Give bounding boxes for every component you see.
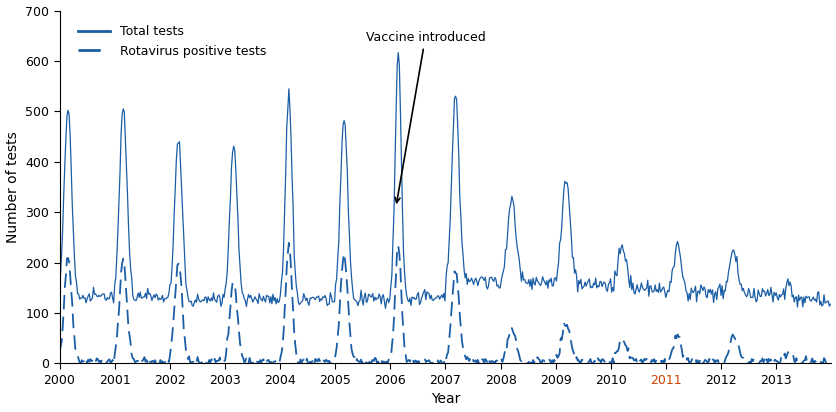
Total tests [380, 306, 390, 311]
Total tests [172, 142, 182, 147]
Total tests [54, 281, 64, 286]
Y-axis label: Number of tests: Number of tests [6, 131, 19, 243]
Rotavirus positive tests [80, 361, 90, 366]
Total tests [99, 291, 109, 296]
Rotavirus positive tests [746, 356, 756, 361]
Total tests [667, 265, 677, 270]
Rotavirus positive tests [54, 350, 64, 355]
Rotavirus positive tests [825, 361, 835, 366]
Total tests [825, 302, 835, 307]
Rotavirus positive tests [536, 360, 546, 365]
Total tests [393, 50, 403, 55]
Rotavirus positive tests [283, 240, 293, 245]
Rotavirus positive tests [100, 361, 110, 366]
Legend: Total tests, Rotavirus positive tests: Total tests, Rotavirus positive tests [74, 20, 271, 63]
X-axis label: Year: Year [431, 393, 460, 407]
Total tests [733, 277, 743, 282]
Rotavirus positive tests [173, 261, 183, 266]
Rotavirus positive tests [667, 346, 677, 351]
Text: Vaccine introduced: Vaccine introduced [365, 31, 485, 203]
Rotavirus positive tests [733, 345, 743, 350]
Line: Total tests: Total tests [59, 53, 830, 309]
Line: Rotavirus positive tests: Rotavirus positive tests [59, 243, 830, 363]
Total tests [536, 280, 546, 285]
Total tests [746, 295, 756, 300]
